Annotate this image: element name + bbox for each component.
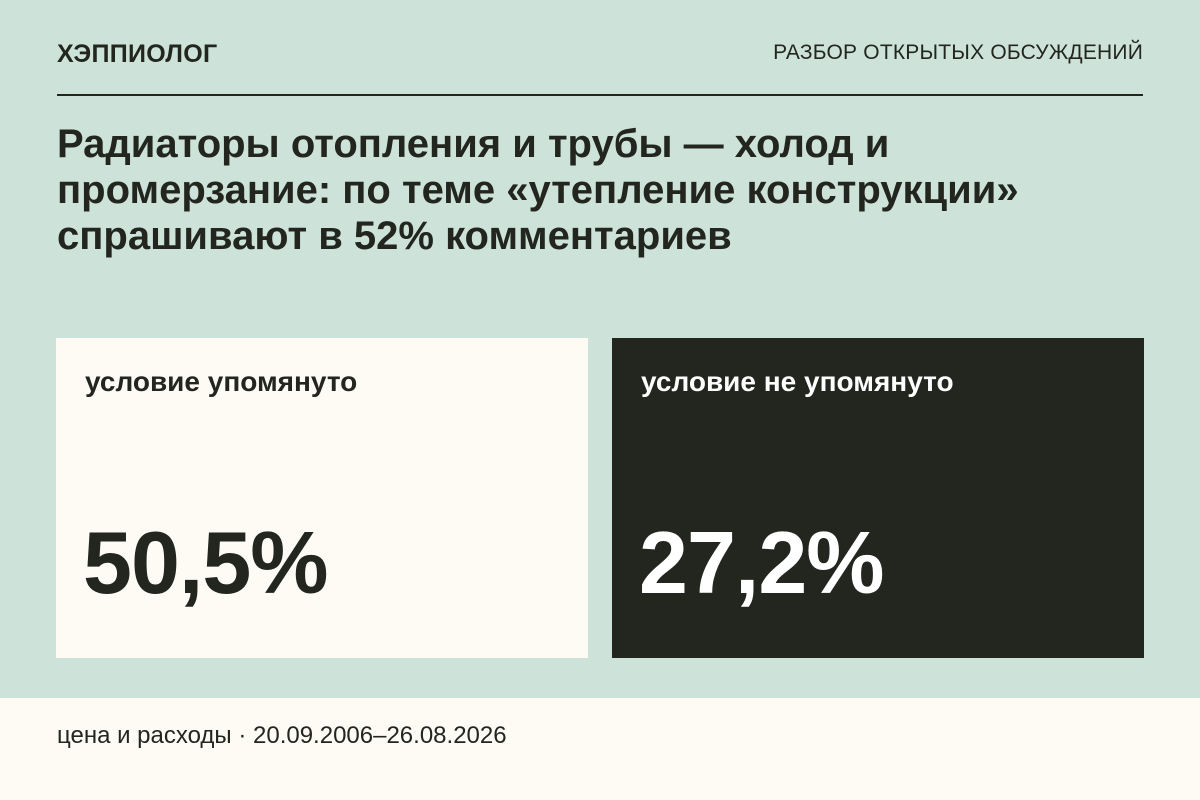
stat-card-mentioned: условие упомянуто 50,5% — [56, 338, 588, 658]
stat-card-not-mentioned: условие не упомянуто 27,2% — [612, 338, 1144, 658]
brand-logo-text: ХЭППИОЛОГ — [57, 40, 218, 68]
stat-card-value: 50,5% — [83, 513, 329, 612]
footer: цена и расходы · 20.09.2006–26.08.2026 — [0, 698, 1200, 800]
headline: Радиаторы отопления и трубы — холод и пр… — [57, 122, 1019, 258]
stat-card-label: условие упомянуто — [85, 366, 358, 397]
stat-card-label: условие не упомянуто — [641, 366, 954, 397]
header: ХЭППИОЛОГ РАЗБОР ОТКРЫТЫХ ОБСУЖДЕНИЙ — [57, 36, 1143, 96]
section-title: РАЗБОР ОТКРЫТЫХ ОБСУЖДЕНИЙ — [773, 41, 1143, 64]
stat-card-value: 27,2% — [639, 513, 885, 612]
footer-caption: цена и расходы · 20.09.2006–26.08.2026 — [57, 722, 507, 749]
